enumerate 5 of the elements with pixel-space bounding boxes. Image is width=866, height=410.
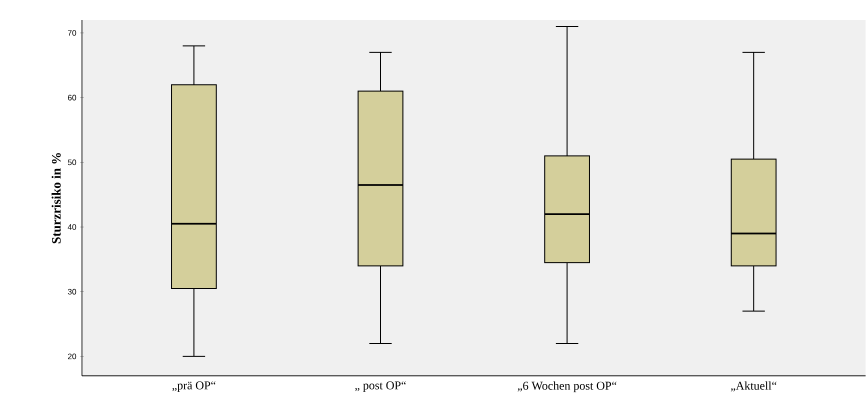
- x-tick-label: „ post OP“: [355, 381, 406, 392]
- x-tick-label: „Aktuell“: [730, 381, 776, 392]
- x-tick-label: „6 Wochen post OP“: [518, 381, 616, 392]
- x-tick-label: „prä OP“: [172, 381, 216, 392]
- y-axis-title: Sturzrisiko in %: [52, 153, 61, 244]
